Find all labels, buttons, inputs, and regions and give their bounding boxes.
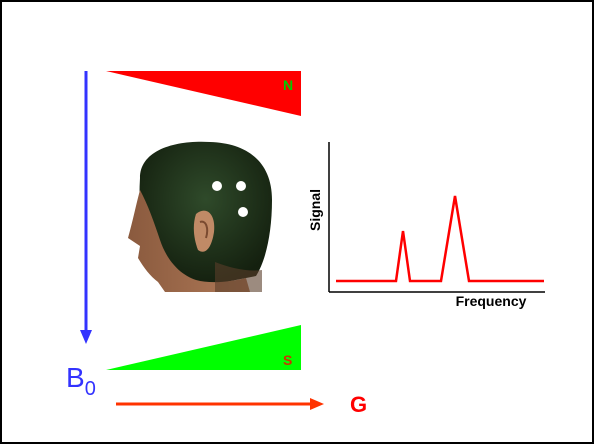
gradient-direction-arrow <box>116 398 324 410</box>
field-label: B0 <box>66 362 96 400</box>
graph-y-label: Signal <box>307 189 323 231</box>
south-magnet-wedge <box>106 325 301 370</box>
gradient-label: G <box>350 392 367 417</box>
sample-dot <box>212 181 222 191</box>
north-pole-label: N <box>283 77 293 93</box>
field-symbol: B <box>66 362 85 393</box>
graph-x-label: Frequency <box>456 293 527 309</box>
head-image <box>124 140 272 292</box>
sample-dot <box>236 181 246 191</box>
field-subscript: 0 <box>85 378 96 400</box>
north-magnet-wedge <box>106 71 301 116</box>
signal-frequency-graph: Signal Frequency <box>307 142 545 309</box>
field-direction-arrow <box>80 71 92 344</box>
sample-dot <box>238 207 248 217</box>
south-pole-label: S <box>283 352 292 368</box>
spectrum-trace <box>336 195 544 283</box>
